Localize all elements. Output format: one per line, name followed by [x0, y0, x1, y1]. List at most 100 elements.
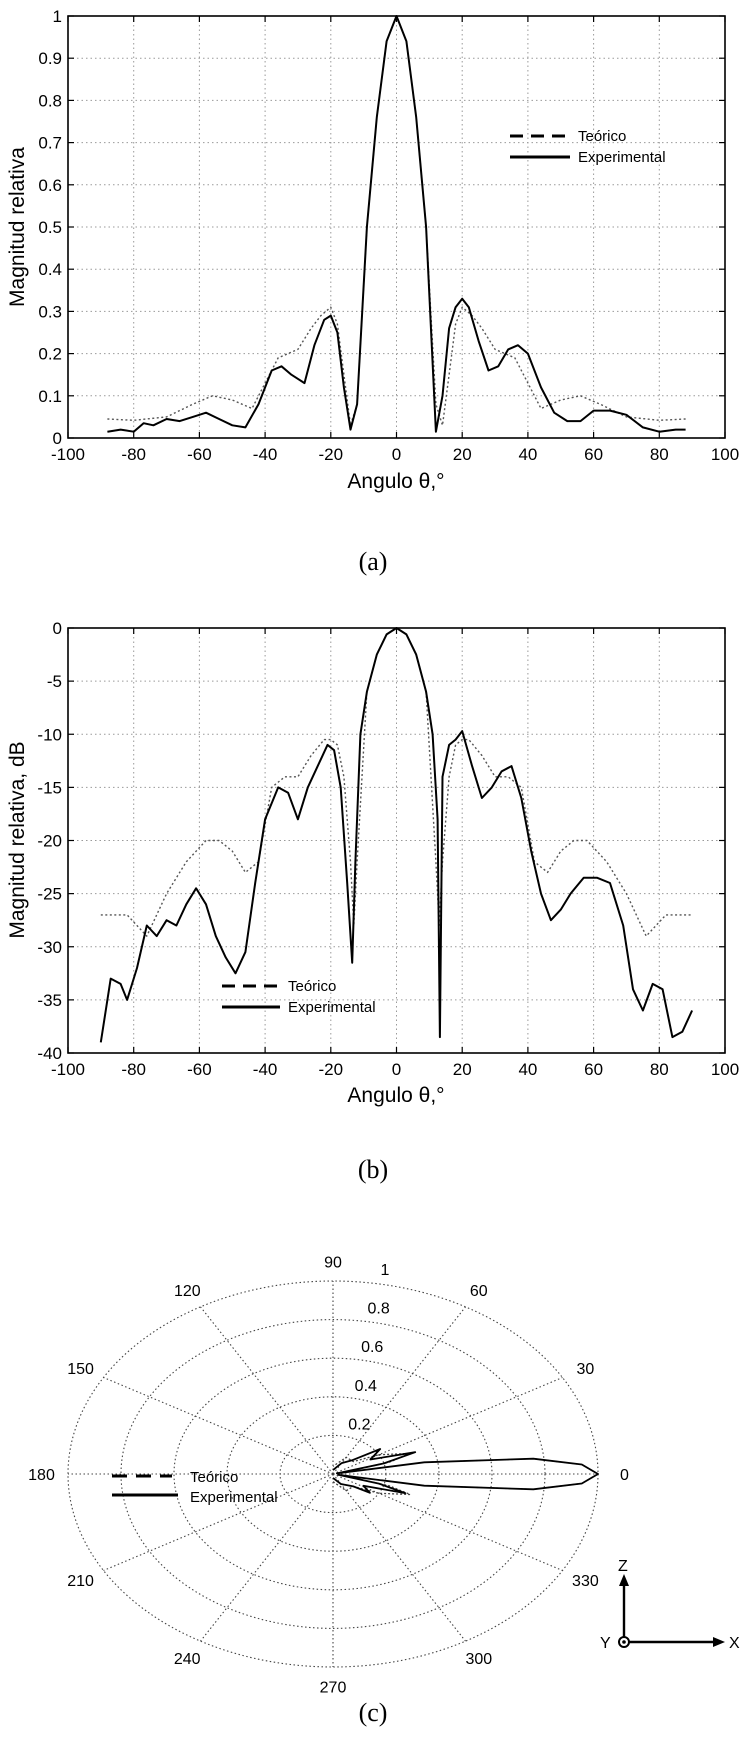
panel-c-angle-label-5: 150	[67, 1361, 94, 1378]
panel-c-ring-2	[173, 1357, 493, 1591]
panel-c-angle-label-0: 0	[620, 1467, 629, 1484]
panel-c-radial-label-0: 0.2	[348, 1416, 370, 1433]
panel-b-xtick-label-0: -100	[51, 1060, 85, 1079]
panel-b-legend: Teórico Experimental	[222, 978, 376, 1016]
axes-icon: Z X Y	[600, 1558, 740, 1652]
panel-c-spoke-10	[332, 1473, 466, 1642]
axes-icon-x-arrow	[713, 1637, 725, 1647]
panel-a-legend-label-0: Teórico	[578, 128, 626, 145]
panel-b-xtick-label-10: 100	[711, 1060, 739, 1079]
panel-a-xtick-label-9: 80	[650, 445, 669, 464]
panel-b-xtick-label-5: 0	[392, 1060, 401, 1079]
panel-c-angle-label-11: 330	[572, 1573, 599, 1590]
panel-a-yticks: 0 0.1 0.2 0.3 0.4 0.5 0.6 0.7 0.8 0.9 1	[38, 7, 725, 448]
panel-a-ytick-label-3: 0.3	[38, 302, 62, 321]
panel-b-ytick-label-7: -5	[47, 672, 62, 691]
panel-c-angle-label-2: 60	[470, 1283, 488, 1300]
panel-b: -100 -80 -60 -40 -20 0 20 40 60 80 100 -40-35-30-2…	[6, 619, 739, 1107]
panel-c-angle-label-7: 210	[67, 1573, 94, 1590]
panel-a-ylabel: Magnitud relativa	[6, 147, 29, 307]
panel-b-yticks: -40 -35 -30 -25 -20 -15 -10 -5 0	[37, 619, 725, 1063]
panel-a-ytick-label-9: 0.9	[38, 49, 62, 68]
panel-c-series-experimental-line	[332, 1448, 599, 1494]
panel-a-ytick-label-4: 0.4	[38, 260, 62, 279]
panel-b-xtick-label-9: 80	[650, 1060, 669, 1079]
panel-a-xlabel: Angulo θ,°	[347, 470, 444, 493]
panel-b-xtick-label-4: -20	[319, 1060, 344, 1079]
panel-c-radial-label-1: 0.4	[355, 1378, 377, 1395]
panel-b-xtick-label-3: -40	[253, 1060, 278, 1079]
axes-icon-y-dot-center	[622, 1640, 626, 1644]
panel-c-angle-label-8: 240	[174, 1651, 201, 1668]
panel-a-ytick-label-10: 1	[53, 7, 62, 26]
panel-a-ytick-label-8: 0.8	[38, 91, 62, 110]
panel-b-ytick-label-4: -20	[37, 832, 62, 851]
panel-c-legend-label-1: Experimental	[190, 1489, 278, 1506]
panel-c-angle-label-3: 90	[324, 1255, 342, 1272]
panel-a-grid	[68, 16, 725, 438]
panel-b-xtick-label-8: 60	[584, 1060, 603, 1079]
panel-c-labels: 0.2 0.4 0.6 0.8 1 0 30 60 90 120 150 180 210 240 270 30…	[28, 1255, 629, 1697]
panel-a-xtick-label-8: 60	[584, 445, 603, 464]
panel-c-angle-label-4: 120	[174, 1283, 201, 1300]
panel-a-xtick-label-6: 20	[453, 445, 472, 464]
panel-b-caption: (b)	[358, 1155, 388, 1184]
panel-c-spoke-11	[332, 1473, 563, 1572]
panel-c-series	[332, 1448, 599, 1496]
panel-a-series	[107, 15, 686, 433]
panel-a: -100 -80 -60 -40 -20 0 20 40 60 80 100 00.10.20.30…	[6, 7, 739, 493]
panel-b-ytick-label-2: -30	[37, 938, 62, 957]
panel-c-spoke-2	[332, 1306, 466, 1475]
panel-a-xtick-label-7: 40	[518, 445, 537, 464]
panel-a-ytick-label-1: 0.1	[38, 387, 62, 406]
panel-a-ytick-label-6: 0.6	[38, 176, 62, 195]
panel-c-angle-label-10: 300	[465, 1651, 492, 1668]
panel-b-xtick-label-6: 20	[453, 1060, 472, 1079]
panel-c-spoke-7	[103, 1473, 334, 1572]
panel-c: 0.2 0.4 0.6 0.8 1 0 30 60 90 120 150 180 210 240 270 30…	[28, 1255, 740, 1697]
panel-a-xtick-label-3: -40	[253, 445, 278, 464]
panel-b-xtick-label-2: -60	[187, 1060, 212, 1079]
panel-c-legend: Teórico Experimental	[112, 1469, 278, 1506]
panel-a-series-teorico-line	[107, 15, 686, 426]
panel-a-legend-label-1: Experimental	[578, 149, 666, 166]
panel-a-xticks: -100 -80 -60 -40 -20 0 20 40 60 80 100	[51, 16, 739, 464]
panel-b-legend-label-1: Experimental	[288, 999, 376, 1016]
panel-b-legend-label-0: Teórico	[288, 978, 336, 995]
panel-b-ylabel: Magnitud relativa, dB	[6, 741, 29, 938]
panel-c-radial-label-2: 0.6	[361, 1339, 383, 1356]
panel-b-ytick-label-1: -35	[37, 991, 62, 1010]
axes-icon-z-label: Z	[618, 1558, 628, 1575]
panel-b-xlabel: Angulo θ,°	[347, 1084, 444, 1107]
panel-a-xtick-label-2: -60	[187, 445, 212, 464]
panel-a-xtick-label-10: 100	[711, 445, 739, 464]
panel-a-ytick-label-0: 0	[53, 429, 62, 448]
panel-a-series-experimental-line	[107, 15, 686, 433]
panel-c-grid	[67, 1280, 599, 1668]
panel-a-xtick-label-0: -100	[51, 445, 85, 464]
panel-c-angle-label-9: 270	[320, 1679, 347, 1696]
panel-b-series-teorico-line	[100, 627, 693, 937]
panel-a-caption: (a)	[359, 547, 388, 576]
panel-b-ytick-label-6: -10	[37, 725, 62, 744]
panel-c-legend-label-0: Teórico	[190, 1469, 238, 1486]
panel-b-ytick-label-8: 0	[53, 619, 62, 638]
panel-b-ytick-label-0: -40	[37, 1044, 62, 1063]
panel-b-ytick-label-3: -25	[37, 885, 62, 904]
panel-b-series-experimental-line	[99, 627, 694, 1043]
panel-a-ytick-label-7: 0.7	[38, 134, 62, 153]
panel-c-radial-label-3: 0.8	[367, 1301, 389, 1318]
panel-c-angle-label-6: 180	[28, 1467, 55, 1484]
panel-a-ytick-label-2: 0.2	[38, 345, 62, 364]
panel-b-xtick-label-1: -80	[121, 1060, 146, 1079]
panel-a-legend: Teórico Experimental	[510, 128, 666, 166]
axes-icon-x-label: X	[729, 1635, 740, 1652]
panel-a-xtick-label-5: 0	[392, 445, 401, 464]
axes-icon-y-label: Y	[600, 1635, 611, 1652]
panel-a-xtick-label-4: -20	[319, 445, 344, 464]
panel-b-series	[99, 627, 694, 1043]
axes-icon-z-arrow	[619, 1574, 629, 1586]
panel-c-radial-label-4: 1	[381, 1262, 390, 1279]
panel-c-spoke-4	[200, 1306, 334, 1475]
panel-b-ytick-label-5: -15	[37, 778, 62, 797]
